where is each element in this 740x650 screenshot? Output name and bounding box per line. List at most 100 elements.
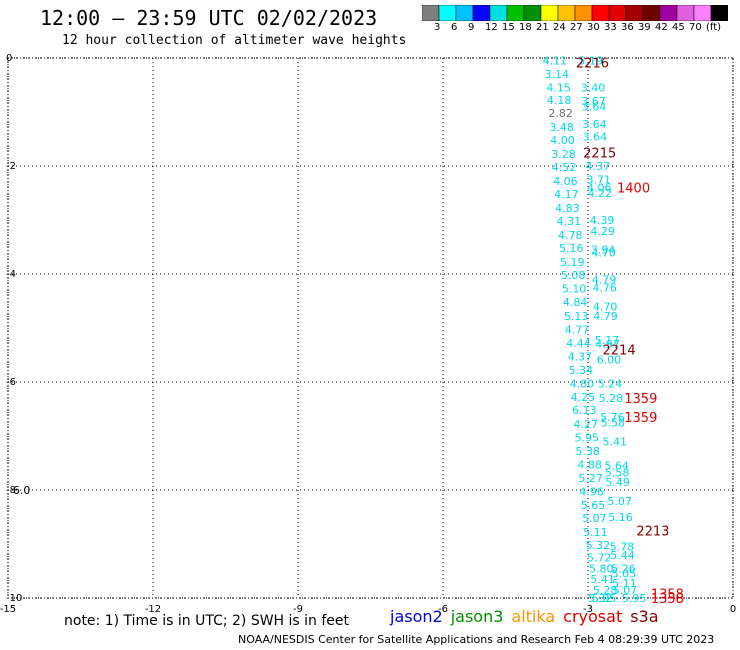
colorbar-label: 30 bbox=[587, 22, 600, 33]
wave-height-label: 5.05 bbox=[612, 568, 637, 581]
y-tick-label: -2 bbox=[6, 161, 16, 172]
pass-time-label: 1400 bbox=[617, 182, 650, 197]
wave-height-label: 5.10 bbox=[562, 283, 587, 296]
plot-frame bbox=[7, 57, 734, 599]
pass-time-label: 1358 bbox=[651, 588, 684, 603]
wave-height-label: 5.16 bbox=[608, 511, 633, 524]
x-tick-label: -3 bbox=[583, 604, 593, 615]
colorbar-label: 6 bbox=[451, 22, 458, 33]
colorbar-label: 12 bbox=[485, 22, 498, 33]
satellite-legend: jason2 jason3 altika cryosat s3a bbox=[390, 607, 667, 626]
wave-height-label: 5.07 bbox=[613, 584, 638, 597]
wave-height-label: 5.17 bbox=[595, 334, 620, 347]
wave-height-label: 3.40 bbox=[581, 82, 606, 95]
wave-height-label: 5.08 bbox=[561, 269, 586, 282]
wave-height-label: 3.71 bbox=[587, 174, 612, 187]
wave-height-label: 4.06 bbox=[553, 175, 578, 188]
wave-height-label: 3.64 bbox=[583, 130, 608, 143]
colorbar-label: 45 bbox=[672, 22, 685, 33]
colorbar-label: 70 bbox=[689, 22, 702, 33]
wave-height-label: 5.24 bbox=[598, 378, 623, 391]
wave-height-label: 4.17 bbox=[554, 188, 579, 201]
colorbar-label: 18 bbox=[519, 22, 532, 33]
wave-height-label: 5.95 bbox=[574, 432, 599, 445]
chart-subtitle: 12 hour collection of altimeter wave hei… bbox=[62, 33, 407, 48]
chart-title: 12:00 – 23:59 UTC 02/02/2023 bbox=[40, 6, 378, 30]
wave-height-label: 4.80 bbox=[570, 378, 595, 391]
satellite-legend-item: cryosat bbox=[563, 607, 623, 626]
wave-height-label: 4.27 bbox=[574, 418, 599, 431]
footer-note: note: 1) Time is in UTC; 2) SWH is in fe… bbox=[64, 613, 350, 629]
y-tick-label: 0 bbox=[6, 53, 12, 64]
x-tick-label: -9 bbox=[293, 604, 303, 615]
colorbar-label: 24 bbox=[553, 22, 566, 33]
wave-height-label: 4.22 bbox=[588, 187, 613, 200]
wave-height-label: 5.07 bbox=[607, 495, 632, 508]
wave-height-label: 5.72 bbox=[587, 552, 612, 565]
wave-height-label: 4.37 bbox=[586, 160, 611, 173]
wave-height-label: 3.48 bbox=[549, 121, 574, 134]
y-tick-label: -4 bbox=[6, 269, 16, 280]
wave-height-label: 4.44 bbox=[566, 337, 591, 350]
wave-height-label: 5.95 bbox=[622, 592, 647, 605]
wave-height-label: 5.32 bbox=[588, 592, 613, 605]
wave-height-label: 3.67 bbox=[581, 95, 606, 108]
wave-height-label: 5.34 bbox=[569, 364, 594, 377]
wave-height-label: 4.00 bbox=[550, 134, 575, 147]
wave-height-label: 4.37 bbox=[568, 351, 593, 364]
satellite-legend-item: altika bbox=[511, 607, 556, 626]
pass-time-label: 2215 bbox=[583, 147, 616, 162]
footer-credit: NOAA/NESDIS Center for Satellite Applica… bbox=[238, 633, 715, 646]
wave-height-label: 4.70 bbox=[591, 246, 616, 259]
wave-height-label: 5.65 bbox=[581, 499, 606, 512]
wave-height-label: 5.80 bbox=[589, 562, 614, 575]
wave-height-label: 4.84 bbox=[563, 296, 588, 309]
wave-height-label: 5.95 bbox=[592, 592, 617, 605]
pass-time-label: 2213 bbox=[636, 525, 669, 540]
wave-height-label: 4.77 bbox=[565, 324, 590, 337]
wave-height-label: 5.41 bbox=[590, 573, 615, 586]
colorbar bbox=[422, 5, 728, 21]
colorbar-label: 3 bbox=[434, 22, 441, 33]
wave-height-label: 2.82 bbox=[548, 107, 573, 120]
x-tick-label: -15 bbox=[0, 604, 16, 615]
wave-height-label: 4.39 bbox=[590, 214, 615, 227]
wave-height-label: 4.11 bbox=[543, 55, 568, 68]
y-tick-label: -8 bbox=[6, 485, 16, 496]
wave-height-label: 3.64 bbox=[582, 101, 607, 114]
colorbar-label: 9 bbox=[468, 22, 475, 33]
wave-height-label: 4.06 bbox=[587, 182, 612, 195]
y-tick-label: -10 bbox=[6, 593, 22, 604]
wave-height-label: 4.52 bbox=[552, 161, 577, 174]
wave-height-label: 4.15 bbox=[546, 82, 571, 95]
wave-height-label: 5.58 bbox=[605, 467, 630, 480]
wave-height-label: 5.44 bbox=[610, 549, 635, 562]
colorbar-label: 39 bbox=[638, 22, 651, 33]
wave-height-label: 4.79 bbox=[593, 310, 618, 323]
pass-time-label: 1359 bbox=[624, 411, 657, 426]
colorbar-label: 15 bbox=[502, 22, 515, 33]
chart-canvas: -15 -12 -9 -6 -3 00-2-4-6-8-104.113.144.154.1… bbox=[0, 53, 736, 615]
x-tick-label: 0 bbox=[730, 604, 736, 615]
wave-height-label: 5.38 bbox=[575, 445, 600, 458]
wave-height-label: 4.97 bbox=[595, 338, 620, 351]
colorbar-label: 27 bbox=[570, 22, 583, 33]
wave-height-label: 5.76 bbox=[600, 411, 625, 424]
wave-height-label: 5.26 bbox=[611, 562, 636, 575]
satellite-legend-item: jason2 bbox=[390, 607, 443, 626]
colorbar-label: (ft) bbox=[706, 22, 722, 33]
wave-height-label: 5.78 bbox=[610, 541, 635, 554]
wave-height-label: 3.94 bbox=[591, 244, 616, 257]
wave-height-label: 3.14 bbox=[545, 68, 570, 81]
wave-height-label: 6.13 bbox=[572, 404, 597, 417]
wave-height-label: 5.28 bbox=[593, 584, 618, 597]
wave-height-label: 5.13 bbox=[564, 310, 589, 323]
wave-height-label: 5.19 bbox=[560, 256, 585, 269]
wave-height-label: 4.29 bbox=[590, 225, 615, 238]
colorbar-label: 21 bbox=[536, 22, 549, 33]
wave-height-label: 5.64 bbox=[604, 460, 629, 473]
pass-time-label: 2216 bbox=[576, 56, 609, 71]
wave-height-label: 4.78 bbox=[558, 229, 583, 242]
wave-height-label: 5.11 bbox=[583, 526, 608, 539]
wave-height-label: 5.27 bbox=[578, 472, 603, 485]
